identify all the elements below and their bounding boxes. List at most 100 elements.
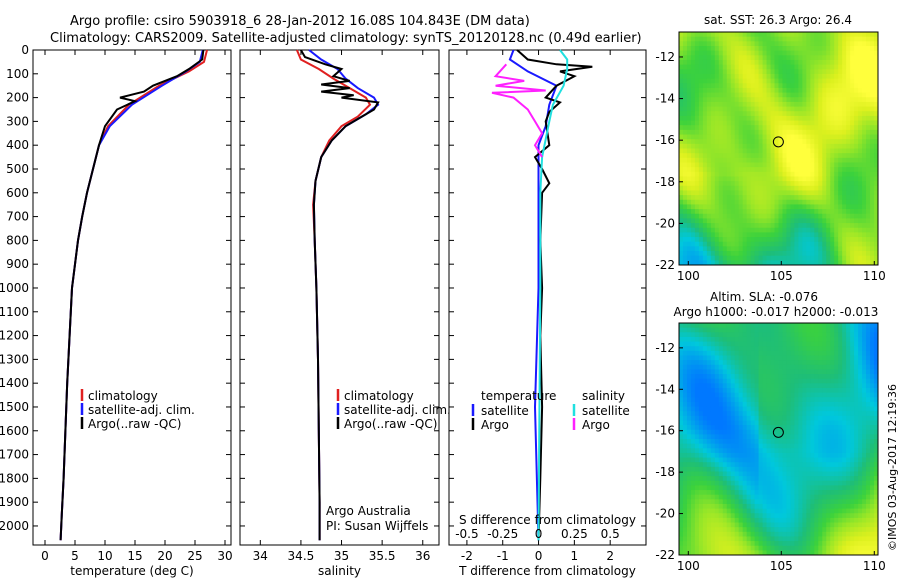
map-cell xyxy=(734,148,740,154)
map-cell xyxy=(870,241,875,247)
map-cell xyxy=(702,494,708,500)
map-cell xyxy=(742,517,748,524)
map-cell xyxy=(726,185,732,191)
map-cell xyxy=(830,204,835,210)
map-cell xyxy=(778,346,783,352)
map-cell xyxy=(802,148,807,154)
map-cell xyxy=(778,64,783,70)
map-cell xyxy=(690,462,696,468)
map-cell xyxy=(786,50,791,56)
map-cell xyxy=(762,55,768,61)
map-cell xyxy=(698,190,704,196)
map-cell xyxy=(782,476,787,482)
map-cell xyxy=(854,36,859,42)
map-cell xyxy=(846,232,851,238)
map-cell xyxy=(850,167,855,173)
map-cell xyxy=(870,87,875,94)
map-cell xyxy=(702,434,708,440)
map-cell xyxy=(726,406,732,412)
map-cell xyxy=(706,185,712,191)
map-cell xyxy=(730,97,736,103)
map-cell xyxy=(718,227,724,233)
map-cell xyxy=(706,378,712,384)
map-cell xyxy=(830,406,835,412)
map-cell xyxy=(698,251,704,257)
map-cell xyxy=(702,364,708,370)
map-cell xyxy=(730,120,736,126)
map-cell xyxy=(866,55,871,61)
map-cell xyxy=(826,143,831,149)
map-cell xyxy=(750,448,756,454)
map-cell xyxy=(682,401,688,408)
map-cell xyxy=(694,260,700,266)
map-cell xyxy=(758,494,764,500)
map-cell xyxy=(874,190,879,196)
map-cell xyxy=(742,167,748,173)
map-cell xyxy=(782,111,787,117)
map-cell xyxy=(858,115,863,122)
map-cell xyxy=(810,199,815,205)
map-cell xyxy=(786,323,791,329)
map-cell xyxy=(718,336,724,343)
map-cell xyxy=(818,260,823,266)
map-cell xyxy=(870,199,875,205)
map-cell xyxy=(818,513,823,519)
map-cell xyxy=(814,327,819,333)
map-cell xyxy=(742,378,748,384)
map-cell xyxy=(806,411,811,417)
map-cell xyxy=(758,111,764,117)
map-cell xyxy=(858,232,863,238)
map-cell xyxy=(854,364,859,370)
map-cell xyxy=(686,237,692,243)
map-cell xyxy=(750,513,756,519)
map-cell xyxy=(818,374,823,380)
map-cell xyxy=(794,401,799,408)
map-cell xyxy=(854,255,859,261)
map-cell xyxy=(866,227,871,233)
map-cell xyxy=(766,153,772,159)
map-cell xyxy=(794,241,799,247)
map-cell xyxy=(714,392,720,398)
map-cell xyxy=(770,176,776,182)
map-cell xyxy=(694,387,700,394)
map-cell xyxy=(734,485,740,491)
map-cell xyxy=(830,336,835,343)
map-cell xyxy=(754,439,760,445)
map-cell xyxy=(718,45,724,52)
map-cell xyxy=(742,531,748,537)
map-cell xyxy=(874,50,879,56)
map-cell xyxy=(690,36,696,42)
map-cell xyxy=(870,111,875,117)
map-cell xyxy=(826,494,831,500)
map-cell xyxy=(798,32,803,38)
map-cell xyxy=(790,411,795,417)
map-cell xyxy=(850,69,855,75)
x-axis-label: T difference from climatology xyxy=(458,564,636,578)
map-cell xyxy=(682,185,688,191)
map-cell xyxy=(794,397,799,403)
map-cell xyxy=(822,517,827,524)
map-cell xyxy=(730,162,736,168)
map-cell xyxy=(770,106,776,112)
map-cell xyxy=(774,503,779,510)
map-cell xyxy=(710,246,716,252)
map-cell xyxy=(702,406,708,412)
map-cell xyxy=(706,195,712,201)
map-cell xyxy=(786,439,791,445)
map-cell xyxy=(682,355,688,361)
map-cell xyxy=(758,241,764,247)
map-cell xyxy=(846,531,851,537)
map-cell xyxy=(686,232,692,238)
map-cell xyxy=(738,503,744,510)
map-cell xyxy=(874,162,879,168)
map-cell xyxy=(754,153,760,159)
y-tick-label: 1100 xyxy=(0,305,29,319)
map-cell xyxy=(858,41,863,47)
map-cell xyxy=(750,167,756,173)
map-cell xyxy=(834,439,839,445)
map-cell xyxy=(790,452,795,459)
map-cell xyxy=(874,106,879,112)
map-cell xyxy=(722,139,728,145)
map-cell xyxy=(782,360,787,366)
map-cell xyxy=(698,181,704,187)
